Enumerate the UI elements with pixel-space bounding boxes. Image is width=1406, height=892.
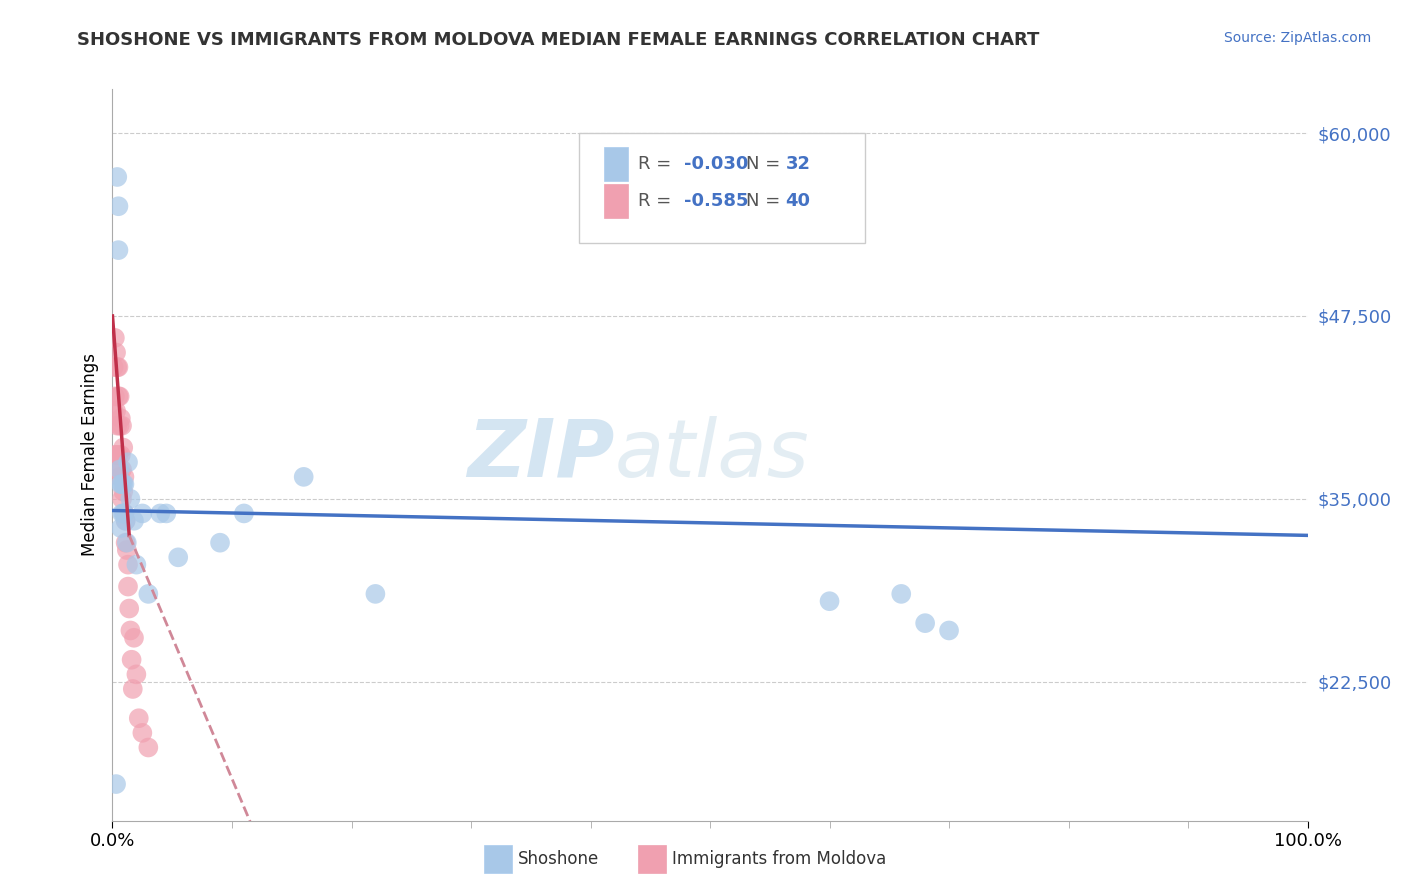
Point xyxy=(138,587,160,601)
Text: R =: R = xyxy=(638,192,678,210)
Point xyxy=(890,587,912,601)
Text: N =: N = xyxy=(747,155,786,173)
Point xyxy=(122,514,145,528)
Point xyxy=(107,389,129,403)
Text: 32: 32 xyxy=(786,155,810,173)
FancyBboxPatch shape xyxy=(603,147,627,181)
Point xyxy=(114,507,135,521)
Point xyxy=(110,411,132,425)
Text: ZIP: ZIP xyxy=(467,416,614,494)
Point xyxy=(114,477,135,491)
Point xyxy=(114,535,136,549)
Point xyxy=(114,514,136,528)
Point xyxy=(121,681,143,696)
Point xyxy=(233,507,256,521)
Text: N =: N = xyxy=(747,192,786,210)
Point xyxy=(117,558,139,572)
Point xyxy=(110,448,132,462)
Point xyxy=(111,491,134,506)
Point xyxy=(105,448,128,462)
Point xyxy=(104,389,127,403)
Point xyxy=(105,777,128,791)
Point xyxy=(117,580,139,594)
Point xyxy=(125,667,148,681)
Point xyxy=(155,507,177,521)
Point xyxy=(118,601,141,615)
Point xyxy=(104,331,127,345)
Point xyxy=(108,389,131,403)
Point xyxy=(115,543,138,558)
Point xyxy=(131,507,153,521)
Point xyxy=(120,624,142,638)
Point xyxy=(111,477,134,491)
Point xyxy=(108,418,131,433)
Point xyxy=(105,360,128,375)
Point xyxy=(112,484,135,499)
Point xyxy=(111,507,134,521)
Point xyxy=(112,441,135,455)
Point xyxy=(105,169,128,184)
Point xyxy=(167,550,190,565)
Point xyxy=(110,477,132,491)
Text: atlas: atlas xyxy=(614,416,810,494)
Text: SHOSHONE VS IMMIGRANTS FROM MOLDOVA MEDIAN FEMALE EARNINGS CORRELATION CHART: SHOSHONE VS IMMIGRANTS FROM MOLDOVA MEDI… xyxy=(77,31,1039,49)
Point xyxy=(125,558,148,572)
Point xyxy=(105,345,128,359)
Point xyxy=(115,535,138,549)
Point xyxy=(149,507,172,521)
Point xyxy=(105,404,128,418)
Y-axis label: Median Female Earnings: Median Female Earnings xyxy=(80,353,98,557)
Point xyxy=(138,740,160,755)
Point xyxy=(914,616,936,631)
Text: Immigrants from Moldova: Immigrants from Moldova xyxy=(672,850,886,868)
Point xyxy=(292,470,315,484)
Point xyxy=(209,535,232,549)
Point xyxy=(114,514,136,528)
Point xyxy=(121,653,143,667)
Text: -0.030: -0.030 xyxy=(683,155,748,173)
FancyBboxPatch shape xyxy=(579,133,866,243)
Point xyxy=(112,477,135,491)
Point xyxy=(111,462,134,476)
Point xyxy=(110,521,132,535)
Point xyxy=(122,631,145,645)
Point xyxy=(131,726,153,740)
Point xyxy=(818,594,841,608)
Text: R =: R = xyxy=(638,155,678,173)
Point xyxy=(114,507,135,521)
Point xyxy=(105,462,128,476)
Point xyxy=(107,243,129,257)
Point xyxy=(108,470,131,484)
Point xyxy=(104,448,127,462)
Point xyxy=(107,448,129,462)
Point xyxy=(117,455,139,469)
Point xyxy=(108,462,131,476)
Point xyxy=(103,404,125,418)
Point xyxy=(107,199,129,213)
Point xyxy=(103,360,125,375)
Text: Source: ZipAtlas.com: Source: ZipAtlas.com xyxy=(1223,31,1371,45)
Point xyxy=(105,418,128,433)
Text: -0.585: -0.585 xyxy=(683,192,748,210)
Point xyxy=(107,360,129,375)
Point xyxy=(111,418,134,433)
Text: Shoshone: Shoshone xyxy=(517,850,599,868)
Point xyxy=(114,470,135,484)
FancyBboxPatch shape xyxy=(603,184,627,218)
Point xyxy=(120,491,142,506)
Point xyxy=(938,624,960,638)
Point xyxy=(128,711,150,725)
Point xyxy=(112,507,135,521)
Point xyxy=(364,587,387,601)
Text: 40: 40 xyxy=(786,192,810,210)
